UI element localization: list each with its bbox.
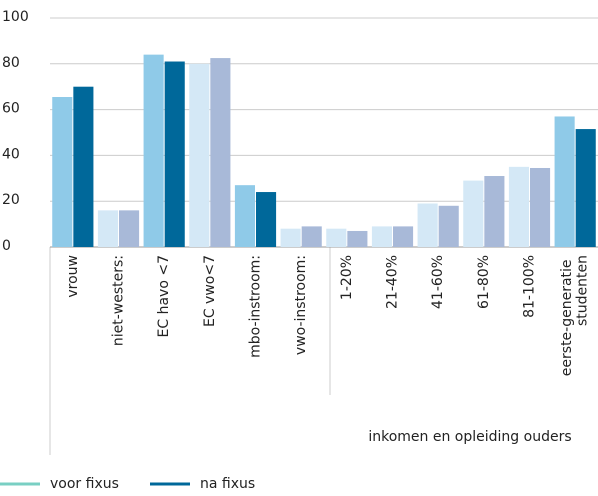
bar	[508, 166, 529, 247]
y-tick-label: 20	[2, 192, 20, 208]
bar	[463, 180, 484, 247]
bar	[143, 54, 164, 247]
bar	[52, 97, 73, 247]
x-tick-label: 81-100%	[522, 255, 538, 318]
y-tick-label: 0	[2, 238, 11, 254]
x-tick-label: EC havo <7	[156, 255, 172, 337]
y-tick-label: 100	[2, 9, 29, 25]
bar	[210, 58, 231, 248]
x-tick-label: eerste-generatie studenten	[559, 255, 590, 376]
bar	[301, 226, 322, 247]
bar	[438, 205, 459, 247]
bar	[575, 129, 596, 247]
bar	[73, 86, 94, 247]
bar	[484, 176, 505, 247]
bar	[119, 210, 140, 247]
bar	[530, 167, 551, 247]
x-tick-label: 41-60%	[430, 255, 446, 309]
bar	[280, 228, 301, 247]
legend-label: voor fixus	[50, 476, 119, 492]
x-tick-label: vwo-instroom:	[293, 255, 309, 355]
x-tick-label: 1-20%	[339, 255, 355, 300]
legend-label: na fixus	[200, 476, 255, 492]
bar	[347, 230, 368, 247]
bar	[97, 210, 118, 247]
bar	[256, 192, 277, 247]
bar	[417, 203, 438, 247]
bar	[326, 228, 347, 247]
x-tick-label: EC vwo<7	[202, 255, 218, 327]
x-tick-label: mbo-instroom:	[248, 255, 264, 358]
x-tick-label: vrouw	[65, 255, 81, 298]
x-tick-label: niet-westers:	[111, 255, 127, 346]
x-tick-label: 21-40%	[385, 255, 401, 309]
bar	[554, 116, 575, 247]
bar	[371, 226, 392, 247]
x-tick-label: 61-80%	[476, 255, 492, 309]
bar	[189, 63, 210, 247]
y-tick-label: 40	[2, 146, 20, 162]
bar	[164, 61, 185, 248]
bar	[393, 226, 414, 247]
group-label: inkomen en opleiding ouders	[368, 429, 571, 445]
bar	[234, 185, 255, 247]
y-tick-label: 60	[2, 101, 20, 117]
y-tick-label: 80	[2, 55, 20, 71]
